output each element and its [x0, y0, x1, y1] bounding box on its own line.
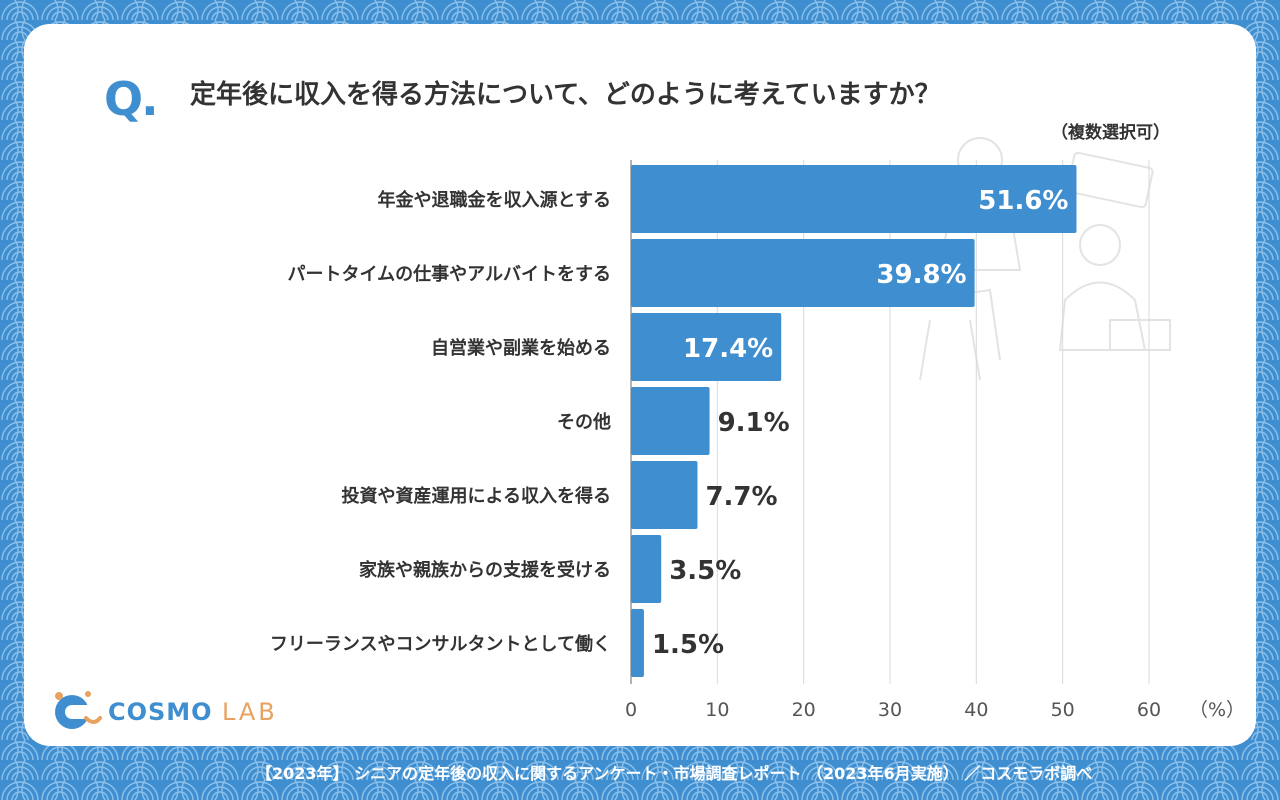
- x-tick-label: 10: [705, 699, 729, 721]
- category-label: 投資や資産運用による収入を得る: [342, 485, 611, 507]
- bar: [631, 535, 662, 603]
- category-label: 年金や退職金を収入源とする: [378, 189, 611, 211]
- category-label: パートタイムの仕事やアルバイトをする: [288, 263, 611, 285]
- x-tick-label: 20: [792, 699, 816, 721]
- brand-logo-sub: LAB: [221, 698, 278, 726]
- multiple-choice-note: （複数選択可）: [1051, 123, 1170, 143]
- bar: [631, 609, 644, 677]
- value-label: 1.5%: [652, 630, 724, 660]
- bar: [631, 165, 1077, 233]
- x-tick-label: 30: [878, 699, 902, 721]
- x-tick-label: 60: [1137, 699, 1161, 721]
- x-tick-label: 50: [1051, 699, 1075, 721]
- category-label: 家族や親族からの支援を受ける: [359, 559, 611, 581]
- value-label: 17.4%: [683, 334, 773, 364]
- cosmo-lab-logo-mark: [55, 691, 102, 729]
- value-label: 9.1%: [718, 408, 790, 438]
- x-tick-label: 0: [625, 699, 637, 721]
- value-label: 7.7%: [705, 482, 777, 512]
- brand-logo-main: COSMO: [108, 698, 213, 726]
- category-label: その他: [557, 411, 611, 433]
- brand-logo-text: COSMO LAB: [108, 698, 278, 726]
- bar: [631, 239, 975, 307]
- x-axis-unit: （%）: [1189, 699, 1245, 721]
- question-title: 定年後に収入を得る方法について、どのように考えていますか？: [190, 80, 941, 110]
- bar: [631, 313, 782, 381]
- x-tick-label: 40: [964, 699, 988, 721]
- category-label: 自営業や副業を始める: [431, 337, 611, 359]
- bar: [631, 461, 698, 529]
- value-label: 51.6%: [978, 186, 1068, 216]
- source-footer: 【2023年】 シニアの定年後の収入に関するアンケート・市場調査レポート （20…: [256, 764, 1093, 783]
- question-mark-label: Q.: [104, 72, 159, 126]
- bar: [631, 387, 710, 455]
- value-label: 3.5%: [669, 556, 741, 586]
- value-label: 39.8%: [876, 260, 966, 290]
- category-label: フリーランスやコンサルタントとして働く: [270, 633, 611, 655]
